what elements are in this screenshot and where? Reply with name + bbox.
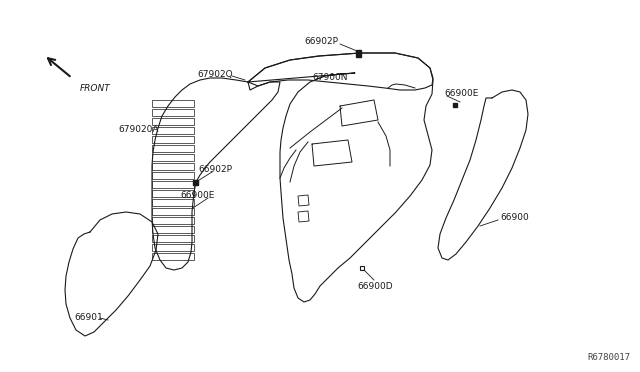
Text: 66902P: 66902P [198, 166, 232, 174]
Bar [356, 50, 361, 57]
Text: 66900E: 66900E [444, 90, 478, 99]
Text: R6780017: R6780017 [587, 353, 630, 362]
Text: 67900N: 67900N [312, 73, 348, 81]
Text: 67902Q: 67902Q [197, 70, 233, 78]
Text: FRONT: FRONT [80, 84, 111, 93]
Text: 66900: 66900 [500, 214, 529, 222]
Bar [193, 180, 198, 185]
Text: 66902P: 66902P [304, 38, 338, 46]
Text: 66900E: 66900E [180, 192, 214, 201]
Text: 66900D: 66900D [357, 282, 393, 291]
Text: 66901: 66901 [74, 314, 103, 323]
Text: 679020A: 679020A [118, 125, 159, 135]
